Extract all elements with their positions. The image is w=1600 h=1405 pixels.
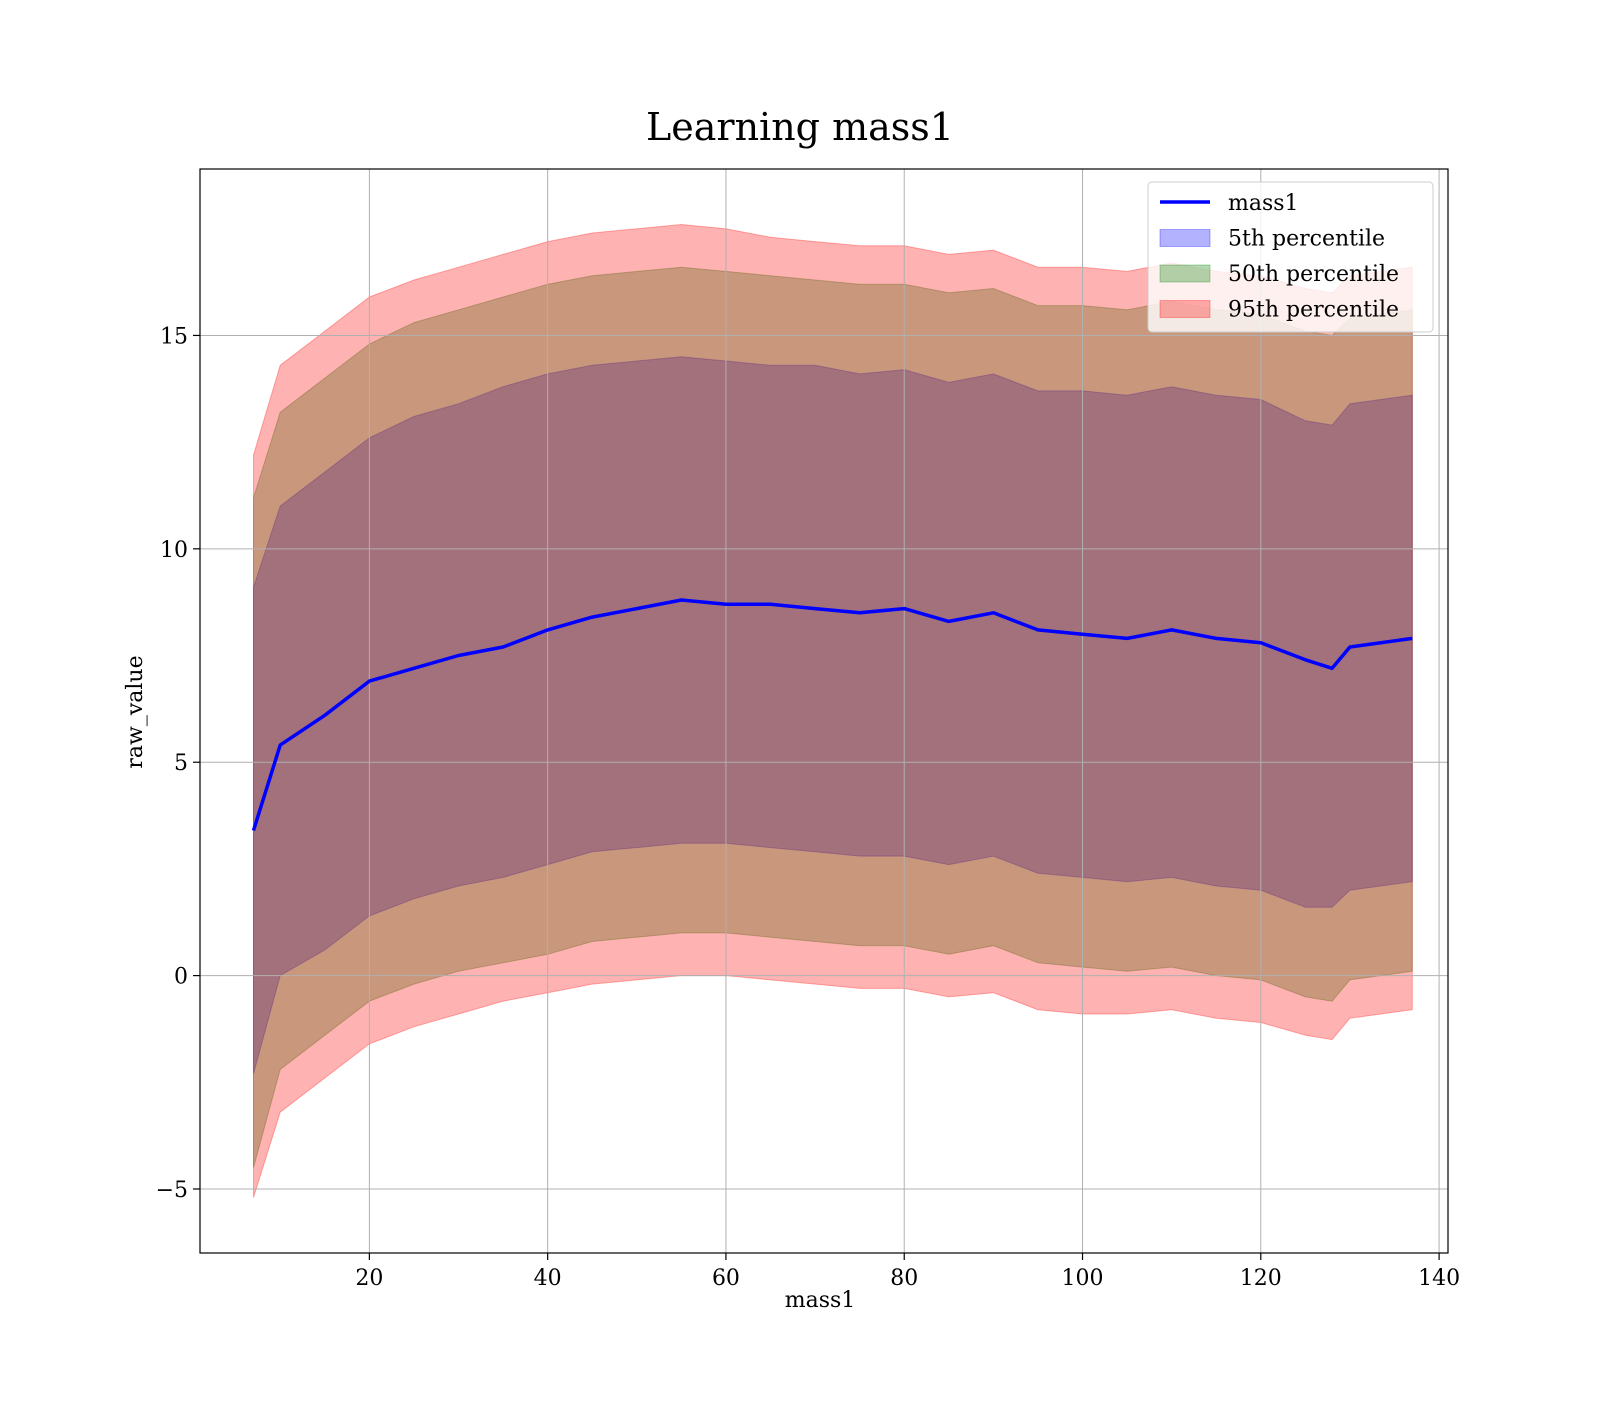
- y-tick-label: 10: [160, 538, 188, 563]
- legend-swatch-patch: [1160, 230, 1210, 247]
- y-tick-label: 0: [174, 965, 188, 990]
- x-axis-label: mass1: [785, 1288, 856, 1313]
- x-tick-label: 100: [1062, 1266, 1104, 1291]
- legend-swatch-patch: [1160, 301, 1210, 318]
- x-tick-label: 60: [712, 1266, 740, 1291]
- x-tick-label: 140: [1418, 1266, 1460, 1291]
- legend-label: mass1: [1228, 191, 1299, 216]
- legend-swatch-patch: [1160, 265, 1210, 282]
- legend-label: 95th percentile: [1228, 298, 1399, 323]
- y-axis-label: raw_value: [123, 655, 148, 768]
- x-tick-label: 20: [355, 1266, 383, 1291]
- x-tick-label: 80: [890, 1266, 918, 1291]
- x-tick-label: 120: [1240, 1266, 1282, 1291]
- y-tick-label: −5: [156, 1178, 188, 1203]
- legend-label: 50th percentile: [1228, 262, 1399, 287]
- x-tick-label: 40: [534, 1266, 562, 1291]
- legend: mass1 5th percentile 50th percentile 95th p…: [1148, 182, 1433, 332]
- y-tick-label: 5: [174, 751, 188, 776]
- y-tick-label: 15: [160, 324, 188, 349]
- legend-label: 5th percentile: [1228, 227, 1385, 252]
- chart-title: Learning mass1: [646, 105, 954, 149]
- plot-area: 20 40 60 80 100 120 140 −5 0 5 10 15: [156, 169, 1461, 1291]
